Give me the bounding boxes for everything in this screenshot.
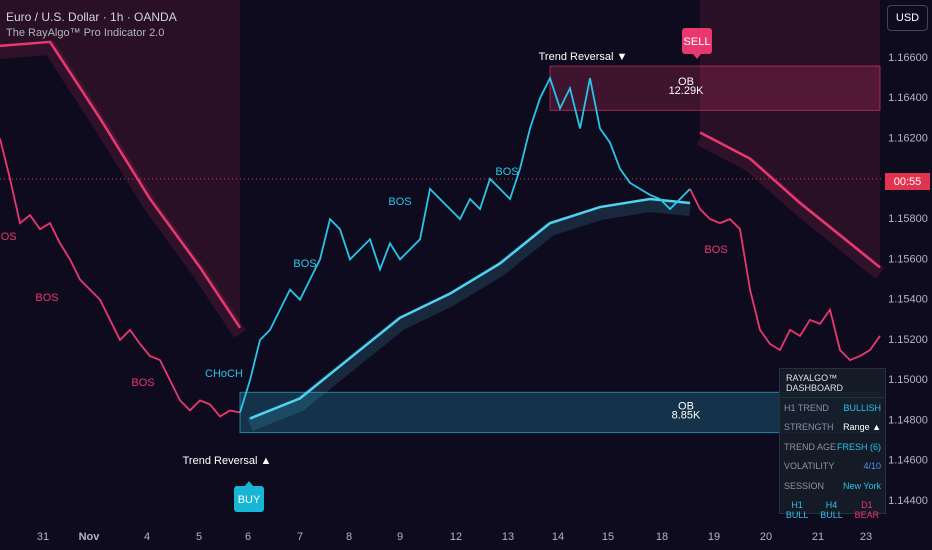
x-tick-label: 5 [196,531,202,543]
x-tick-label: Nov [79,531,101,543]
timeframe-name: H1 [791,499,803,510]
currency-button[interactable]: USD [887,5,928,31]
timeframe-name: D1 [861,499,873,510]
zone-volume: 12.29K [669,85,705,97]
trend-ribbon [247,197,691,431]
signal-pointer [693,54,701,59]
zone-label: OB [678,400,694,412]
annotation: Trend Reversal ▼ [539,51,628,63]
trend-cloud [700,0,880,268]
annotation: BOS [293,258,316,270]
row-value: New York [842,480,881,491]
dashboard-rows: H1 TREND BULLISH STRENGTH Range ▲ TREND AGE F… [780,398,885,496]
annotation: BOS [0,231,17,243]
dashboard-row: SESSION New York [780,476,885,496]
timeframe: H4 BULL [820,500,843,520]
x-tick-label: 21 [812,531,824,543]
x-tick-label: 7 [297,531,303,543]
symbol-title: Euro / U.S. Dollar · 1h · OANDA [6,10,177,24]
zone-label: OB [678,76,694,88]
x-tick-label: 6 [245,531,251,543]
y-tick-label: 1.14800 [888,414,928,426]
dashboard-row: H1 TREND BULLISH [780,398,885,418]
x-tick-label: 19 [708,531,720,543]
dashboard-row: VOLATILITY 4/10 [780,457,885,477]
y-tick-label: 1.16600 [888,52,928,64]
row-label: H1 TREND [784,402,829,413]
annotation: BOS [131,377,154,389]
row-value: BULLISH [843,402,881,413]
x-tick-label: 14 [552,531,564,543]
signal-box [234,486,264,512]
dashboard-row: TREND AGE FRESH (6) [780,437,885,457]
signal-label: SELL [684,36,711,48]
row-label: TREND AGE [784,441,837,452]
x-tick-label: 9 [397,531,403,543]
signal-box [682,28,712,54]
order-block [239,391,881,434]
y-tick-label: 1.16200 [888,132,928,144]
trend-line [0,40,242,329]
x-tick-label: 20 [760,531,772,543]
trend-line [699,131,881,269]
annotation: BOS [388,196,411,208]
zone-volume: 8.85K [672,409,701,421]
y-tick-label: 1.14600 [888,455,928,467]
y-tick-label: 1.15600 [888,253,928,265]
x-tick-label: 12 [450,531,462,543]
timeframe-bias: BEAR [854,509,880,520]
dashboard: RAYALGO™ DASHBOARD H1 TREND BULLISH STRENG… [779,368,886,520]
annotation: BOS [704,244,727,256]
price-axis-bg [884,0,932,550]
indicator-name: The RayAlgo™ Pro Indicator 2.0 [6,27,165,39]
x-tick-label: 4 [144,531,150,543]
y-tick-label: 1.15200 [888,334,928,346]
trend-ribbon [696,132,885,279]
annotation: Trend Reversal ▲ [183,455,272,467]
timeframes: H1 BULL H4 BULL D1 BEAR [780,500,885,520]
row-label: SESSION [784,480,825,491]
x-tick-label: 18 [656,531,668,543]
row-value: Range ▲ [843,422,881,433]
dashboard-title: RAYALGO™ DASHBOARD [780,369,885,398]
row-value: FRESH (6) [836,441,881,452]
timeframe-name: H4 [825,499,838,510]
timeframe: H1 BULL [786,500,809,520]
x-tick-label: 23 [860,531,872,543]
order-block [549,65,881,111]
annotation: BOS [35,292,58,304]
annotation: CHoCH [205,368,243,380]
y-tick-label: 1.16400 [888,92,928,104]
timeframe-bias: BULL [820,509,843,520]
trend-line [249,197,691,420]
timeframe: D1 BEAR [855,500,880,520]
signal-pointer [245,481,253,486]
price-line [0,138,881,418]
trend-ribbon [0,40,246,338]
x-tick-label: 31 [37,531,49,543]
trend-cloud [0,0,240,328]
dashboard-row: STRENGTH Range ▲ [780,418,885,438]
x-tick-label: 15 [602,531,614,543]
row-label: STRENGTH [784,422,834,433]
y-tick-label: 1.15400 [888,294,928,306]
price-line [239,75,691,413]
row-value: 4/10 [863,461,881,472]
y-tick-label: 1.15800 [888,213,928,225]
countdown-label: 00:55 [885,173,930,190]
x-tick-label: 13 [502,531,514,543]
timeframe-bias: BULL [785,509,809,520]
y-tick-label: 1.15000 [888,374,928,386]
x-tick-label: 8 [346,531,352,543]
signal-label: BUY [238,494,261,506]
row-label: VOLATILITY [784,461,835,472]
annotation: BOS [495,166,518,178]
y-tick-label: 1.14400 [888,495,928,507]
